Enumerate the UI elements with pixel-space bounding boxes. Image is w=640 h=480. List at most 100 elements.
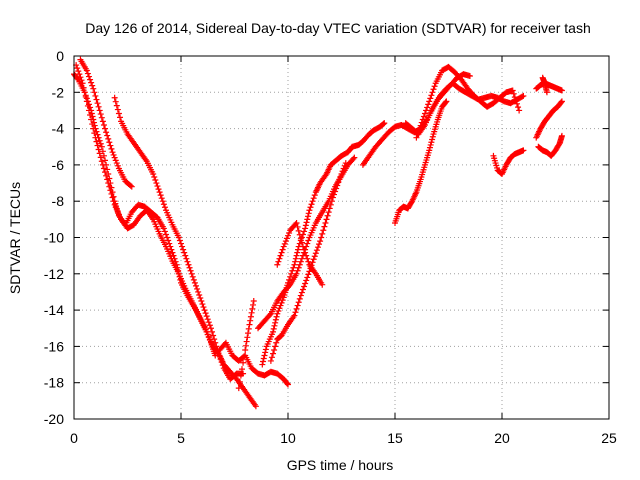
x-tick-label: 15 <box>387 430 403 446</box>
data-point <box>326 205 333 212</box>
data-point <box>291 312 298 319</box>
plot-frame <box>73 55 610 420</box>
data-point <box>93 138 100 145</box>
data-point <box>242 342 249 349</box>
data-point <box>272 343 279 350</box>
data-point <box>168 246 175 253</box>
data-point <box>112 157 119 164</box>
data-point <box>219 362 226 369</box>
series-track-4 <box>111 94 247 383</box>
data-point <box>198 298 205 305</box>
data-point <box>92 92 99 99</box>
data-point <box>268 354 275 361</box>
data-point <box>90 125 97 132</box>
data-point <box>244 334 251 341</box>
data-point <box>104 132 111 139</box>
data-point <box>297 258 304 265</box>
data-point <box>325 209 332 216</box>
data-point <box>304 216 311 223</box>
data-point <box>558 98 565 105</box>
data-point <box>286 229 293 236</box>
grid <box>74 56 609 419</box>
data-point <box>331 191 338 198</box>
data-point <box>305 258 312 265</box>
data-point <box>164 234 171 241</box>
data-point <box>313 247 320 254</box>
data-point <box>307 204 314 211</box>
data-point <box>425 101 432 108</box>
data-point <box>515 104 522 111</box>
x-tick-label: 5 <box>177 430 185 446</box>
data-point <box>153 180 160 187</box>
data-point <box>309 198 316 205</box>
data-point <box>194 285 201 292</box>
data-point <box>217 356 224 363</box>
data-point <box>292 258 299 265</box>
data-point <box>204 316 211 323</box>
data-point <box>99 148 106 155</box>
data-point <box>154 183 161 190</box>
data-point <box>89 121 96 128</box>
data-point <box>297 292 304 299</box>
data-point <box>245 330 252 337</box>
x-axis-label: GPS time / hours <box>287 457 394 473</box>
data-point <box>100 121 107 128</box>
y-tick-label: -8 <box>52 193 65 209</box>
data-point <box>97 111 104 118</box>
data-point <box>184 258 191 265</box>
data-point <box>442 99 449 106</box>
data-point <box>309 259 316 266</box>
data-point <box>294 246 301 253</box>
data-point <box>98 143 105 150</box>
data-point <box>286 276 293 283</box>
x-tick-label: 0 <box>70 430 78 446</box>
data-point <box>176 237 183 244</box>
data-point <box>290 264 297 271</box>
data-point <box>509 87 516 94</box>
data-point <box>333 185 340 192</box>
data-point <box>337 173 344 180</box>
data-point <box>292 255 299 262</box>
data-point <box>303 219 310 226</box>
data-point <box>95 103 102 110</box>
data-point <box>312 250 319 257</box>
data-point <box>103 172 110 179</box>
data-point <box>427 141 434 148</box>
data-point <box>94 142 101 149</box>
data-point <box>189 273 196 280</box>
data-point <box>261 352 268 359</box>
data-point <box>267 357 274 364</box>
y-tick-label: -4 <box>52 121 65 137</box>
data-point <box>200 304 207 311</box>
series-track-12 <box>392 98 450 226</box>
data-point <box>420 113 427 120</box>
data-point <box>183 255 190 262</box>
y-tick-label: -12 <box>44 266 64 282</box>
data-point <box>327 201 334 208</box>
data-point <box>211 336 218 343</box>
data-point <box>196 291 203 298</box>
data-point <box>197 295 204 301</box>
data-point <box>431 83 438 90</box>
data-point <box>273 313 280 320</box>
data-point <box>109 149 116 156</box>
data-point <box>209 328 216 335</box>
data-point <box>105 135 112 142</box>
data-point <box>108 190 115 197</box>
data-point <box>278 249 285 256</box>
data-point <box>75 68 82 75</box>
data-point <box>426 144 433 151</box>
data-point <box>299 243 306 250</box>
data-point <box>296 231 303 238</box>
data-point <box>301 283 308 290</box>
y-tick-label: -16 <box>44 338 64 354</box>
data-point <box>339 168 346 175</box>
data-point <box>156 189 163 196</box>
data-point <box>276 255 283 262</box>
data-point <box>520 147 527 154</box>
data-point <box>102 169 109 176</box>
data-point <box>165 237 172 244</box>
data-point <box>298 255 305 262</box>
data-point <box>317 238 324 245</box>
